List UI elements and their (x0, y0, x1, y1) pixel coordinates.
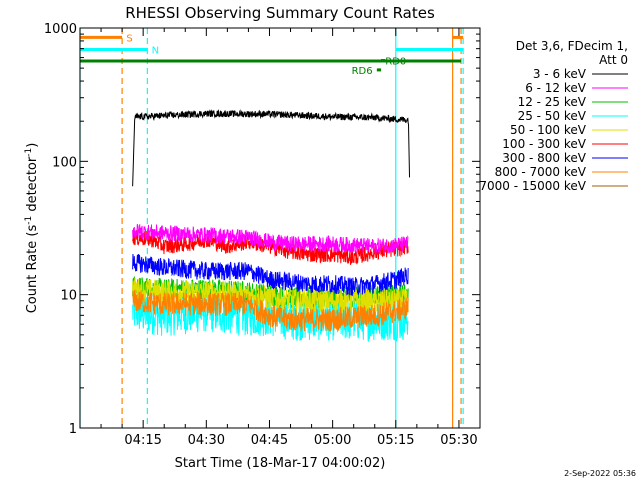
legend-label: 100 - 300 keV (502, 137, 586, 151)
x-tick-label: 05:15 (377, 433, 414, 448)
y-axis-label: Count Rate (s-1 detector-1) (24, 143, 40, 314)
x-tick-label: 04:30 (188, 433, 225, 448)
y-axis: 1 10 100 1000 (44, 22, 480, 437)
legend-label: 50 - 100 keV (510, 123, 587, 137)
y-axis-label-part3: ) (25, 143, 40, 148)
legend-label: 25 - 50 keV (518, 109, 587, 123)
x-tick-label: 05:30 (440, 433, 477, 448)
state-segment-label: S (126, 33, 132, 44)
legend-label: 3 - 6 keV (533, 67, 587, 81)
series-line-100-300-kev (132, 229, 409, 265)
x-tick-label: 04:45 (251, 433, 288, 448)
legend-label: 6 - 12 keV (525, 81, 587, 95)
y-tick-label: 1000 (44, 22, 77, 37)
x-tick-label: 04:15 (124, 433, 161, 448)
plot-frame (79, 27, 481, 429)
y-axis-label-part2: detector (25, 156, 40, 216)
y-axis-label-part1: Count Rate (s (25, 225, 40, 314)
series-line-3-6-kev (132, 108, 411, 187)
legend-label: 800 - 7000 keV (495, 165, 587, 179)
x-axis-label: Start Time (18-Mar-17 04:00:02) (175, 456, 386, 471)
legend-label: 300 - 800 keV (502, 151, 586, 165)
x-axis: 04:15 04:30 04:45 05:00 05:15 05:30 (100, 28, 478, 448)
legend-label: 12 - 25 keV (518, 95, 587, 109)
instrument-state-segments: S N RD6 RD0 (80, 33, 464, 77)
series-line-800-7000-kev (132, 289, 409, 332)
y-tick-label: 1 (69, 422, 77, 437)
generated-timestamp: 2-Sep-2022 05:36 (564, 469, 636, 478)
series-line-6-12-kev (132, 223, 409, 255)
y-axis-label-sup1: -1 (24, 216, 34, 225)
legend-header-line1: Det 3,6, FDecim 1, (516, 39, 628, 53)
x-tick-label: 05:00 (314, 433, 351, 448)
state-segment-label: RD6 (352, 66, 373, 77)
series-line-50-100-kev (132, 278, 409, 313)
state-segment-label: N (152, 45, 159, 56)
data-series (132, 108, 411, 343)
y-tick-label: 10 (60, 289, 77, 304)
legend-label: 7000 - 15000 keV (479, 179, 586, 193)
y-axis-label-sup2: -1 (24, 148, 34, 157)
series-line-300-800-kev (132, 253, 409, 297)
state-segment-label: RD0 (385, 57, 406, 68)
y-tick-label: 100 (52, 155, 77, 170)
chart-title: RHESSI Observing Summary Count Rates (125, 4, 435, 22)
legend-header-line2: Att 0 (599, 53, 628, 67)
